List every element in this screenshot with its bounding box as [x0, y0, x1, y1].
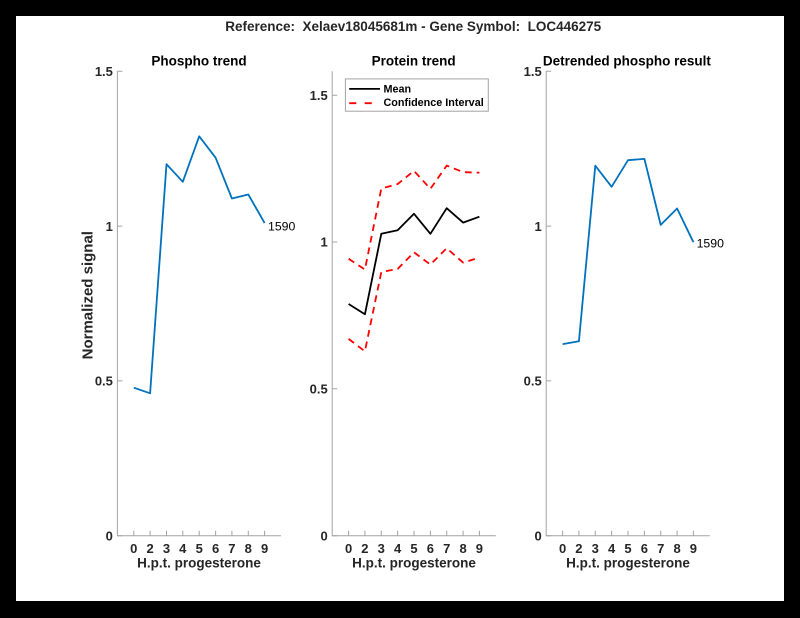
- svg-text:1590: 1590: [268, 220, 296, 234]
- svg-text:3: 3: [163, 541, 170, 556]
- svg-text:5: 5: [410, 541, 417, 556]
- svg-text:H.p.t. progesterone: H.p.t. progesterone: [352, 556, 476, 571]
- svg-text:1.5: 1.5: [95, 64, 113, 79]
- svg-text:Reference: Xelaev18045681m -: Reference: Xelaev18045681m - Gene Symbol…: [225, 19, 601, 34]
- svg-text:4: 4: [394, 541, 402, 556]
- svg-text:H.p.t. progesterone: H.p.t. progesterone: [566, 556, 690, 571]
- svg-text:5: 5: [624, 541, 631, 556]
- svg-text:8: 8: [459, 541, 466, 556]
- svg-text:8: 8: [673, 541, 680, 556]
- svg-text:4: 4: [608, 541, 616, 556]
- svg-text:0: 0: [559, 541, 566, 556]
- svg-text:Mean: Mean: [384, 84, 412, 96]
- svg-text:5: 5: [196, 541, 203, 556]
- svg-text:6: 6: [212, 541, 219, 556]
- svg-text:9: 9: [476, 541, 483, 556]
- svg-text:0: 0: [106, 528, 113, 543]
- svg-text:6: 6: [427, 541, 434, 556]
- svg-text:7: 7: [657, 541, 664, 556]
- svg-text:1: 1: [320, 235, 327, 250]
- svg-text:H.p.t. progesterone: H.p.t. progesterone: [137, 556, 261, 571]
- svg-text:0: 0: [320, 528, 327, 543]
- svg-text:Normalized signal: Normalized signal: [79, 231, 96, 359]
- svg-text:8: 8: [245, 541, 252, 556]
- svg-text:3: 3: [592, 541, 599, 556]
- svg-text:Phospho trend: Phospho trend: [151, 53, 246, 68]
- svg-text:Confidence Interval: Confidence Interval: [384, 97, 484, 109]
- svg-text:1.5: 1.5: [524, 64, 542, 79]
- svg-text:0.5: 0.5: [524, 374, 542, 389]
- svg-text:1: 1: [534, 219, 541, 234]
- svg-text:Detrended phospho result: Detrended phospho result: [543, 53, 712, 68]
- svg-text:6: 6: [641, 541, 648, 556]
- svg-text:1.5: 1.5: [310, 88, 328, 103]
- svg-text:0: 0: [345, 541, 352, 556]
- svg-text:0.5: 0.5: [310, 382, 328, 397]
- svg-text:7: 7: [443, 541, 450, 556]
- svg-text:0.5: 0.5: [95, 374, 113, 389]
- svg-text:1: 1: [106, 219, 113, 234]
- svg-text:2: 2: [146, 541, 153, 556]
- svg-text:3: 3: [378, 541, 385, 556]
- svg-text:9: 9: [690, 541, 697, 556]
- svg-text:0: 0: [534, 528, 541, 543]
- svg-text:0: 0: [130, 541, 137, 556]
- svg-text:9: 9: [261, 541, 268, 556]
- svg-text:2: 2: [575, 541, 582, 556]
- svg-text:4: 4: [179, 541, 187, 556]
- svg-text:7: 7: [228, 541, 235, 556]
- svg-text:Protein trend: Protein trend: [372, 53, 456, 68]
- svg-text:1590: 1590: [697, 237, 725, 251]
- svg-text:2: 2: [361, 541, 368, 556]
